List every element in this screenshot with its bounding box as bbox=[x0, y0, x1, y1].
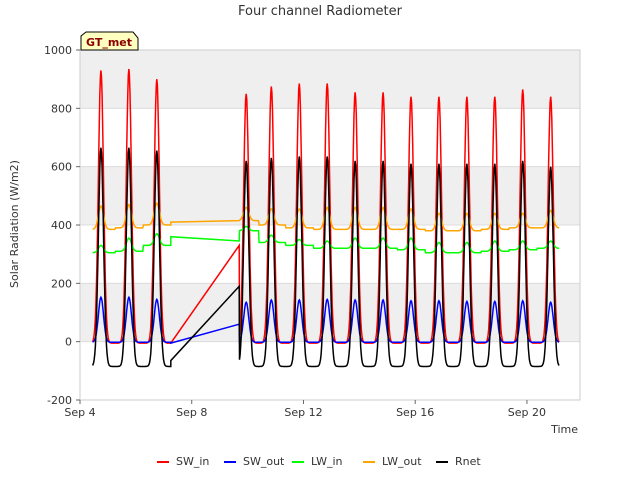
legend-label: Rnet bbox=[455, 455, 481, 468]
series-layer bbox=[91, 68, 560, 368]
legend-item-lw-in: LW_in bbox=[292, 455, 343, 468]
badge-label: GT_met bbox=[86, 36, 132, 49]
legend: SW_in SW_out LW_in LW_out Rnet bbox=[157, 455, 481, 468]
series-line-sw-in bbox=[91, 68, 560, 344]
y-axis-ticks: -200 0 200 400 600 800 1000 bbox=[44, 44, 80, 407]
y-tick-label: 200 bbox=[51, 277, 72, 290]
x-tick-label: Sep 12 bbox=[284, 406, 322, 419]
legend-item-sw-in: SW_in bbox=[157, 455, 209, 468]
legend-item-rnet: Rnet bbox=[436, 455, 481, 468]
chart-title: Four channel Radiometer bbox=[238, 4, 403, 19]
grid-band bbox=[80, 50, 580, 109]
y-axis-label: Solar Radiation (W/m2) bbox=[8, 160, 21, 288]
y-tick-label: 1000 bbox=[44, 44, 72, 57]
badge-shape bbox=[80, 31, 139, 51]
x-tick-label: Sep 8 bbox=[176, 406, 207, 419]
legend-item-lw-out: LW_out bbox=[363, 455, 422, 468]
y-tick-label: 600 bbox=[51, 161, 72, 174]
legend-label: LW_in bbox=[311, 455, 343, 468]
x-tick-label: Sep 4 bbox=[64, 406, 95, 419]
y-tick-label: -200 bbox=[47, 394, 72, 407]
y-tick-label: 400 bbox=[51, 219, 72, 232]
legend-label: SW_out bbox=[243, 455, 285, 468]
x-tick-label: Sep 20 bbox=[508, 406, 546, 419]
x-axis-ticks: Sep 4 Sep 8 Sep 12 Sep 16 Sep 20 bbox=[64, 400, 546, 419]
station-badge: GT_met bbox=[80, 31, 139, 51]
y-tick-label: 0 bbox=[65, 336, 72, 349]
series-line-rnet bbox=[91, 147, 560, 368]
legend-item-sw-out: SW_out bbox=[224, 455, 285, 468]
y-tick-label: 800 bbox=[51, 102, 72, 115]
x-tick-label: Sep 16 bbox=[396, 406, 434, 419]
x-axis-label: Time bbox=[550, 423, 578, 436]
legend-label: LW_out bbox=[382, 455, 422, 468]
legend-label: SW_in bbox=[176, 455, 209, 468]
